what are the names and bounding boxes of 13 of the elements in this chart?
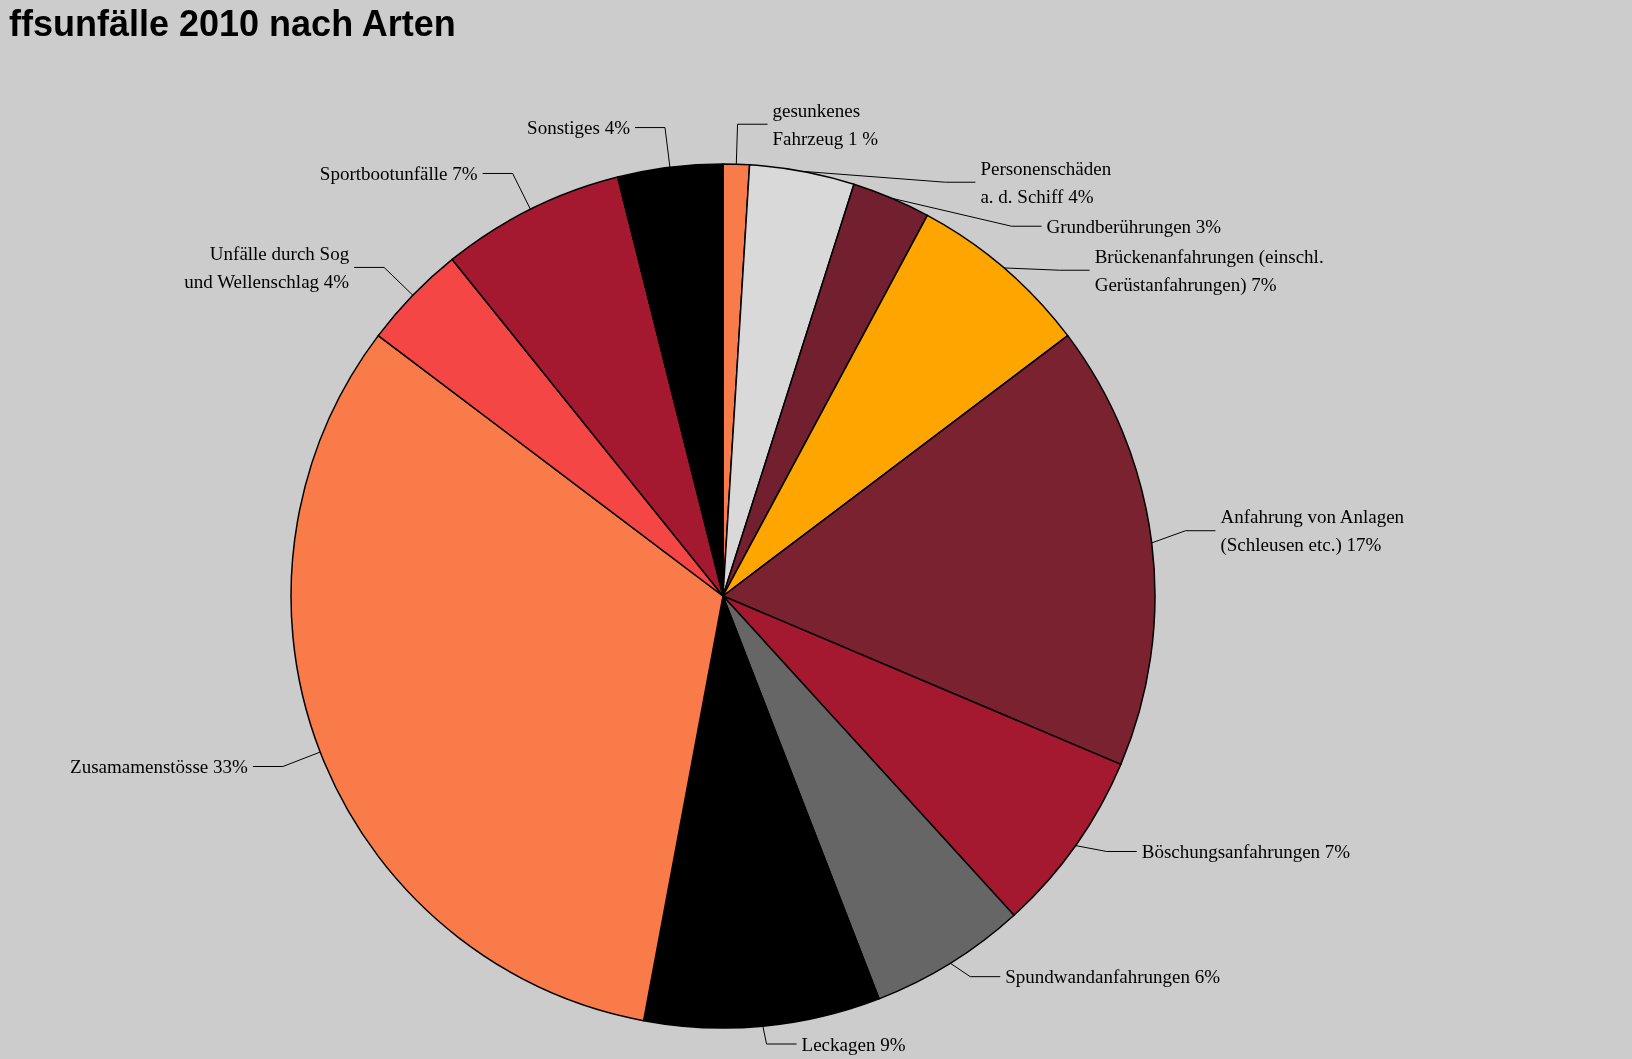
slice-label: Sportbootunfälle 7%	[319, 162, 478, 184]
slice-label: Zusamamenstösse 33%	[70, 756, 249, 778]
slice-label: Grundberührungen 3%	[1046, 215, 1222, 237]
slice-label: Leckagen 9%	[801, 1033, 906, 1055]
slice-label: Anfahrung von Anlagen (Schleusen etc.) 17%	[1220, 506, 1405, 557]
slice-label: Sonstiges 4%	[527, 117, 631, 139]
slice-label: Unfälle durch Sog und Wellenschlag 4%	[184, 242, 350, 292]
slice-label: Böschungsanfahrungen 7%	[1141, 840, 1351, 862]
slice-label: Brückenanfahrungen (einschl. Gerüstanfahrungen) 7%	[1094, 245, 1324, 296]
slice-label: Spundwandanfahrungen 6%	[1005, 966, 1221, 988]
chart-title: ffsunfälle 2010 nach Arten	[9, 2, 456, 44]
slice-label: gesunkenes Fahrzeug 1 %	[772, 99, 879, 149]
slice-label: Personenschäden a. d. Schiff 4%	[980, 157, 1112, 207]
